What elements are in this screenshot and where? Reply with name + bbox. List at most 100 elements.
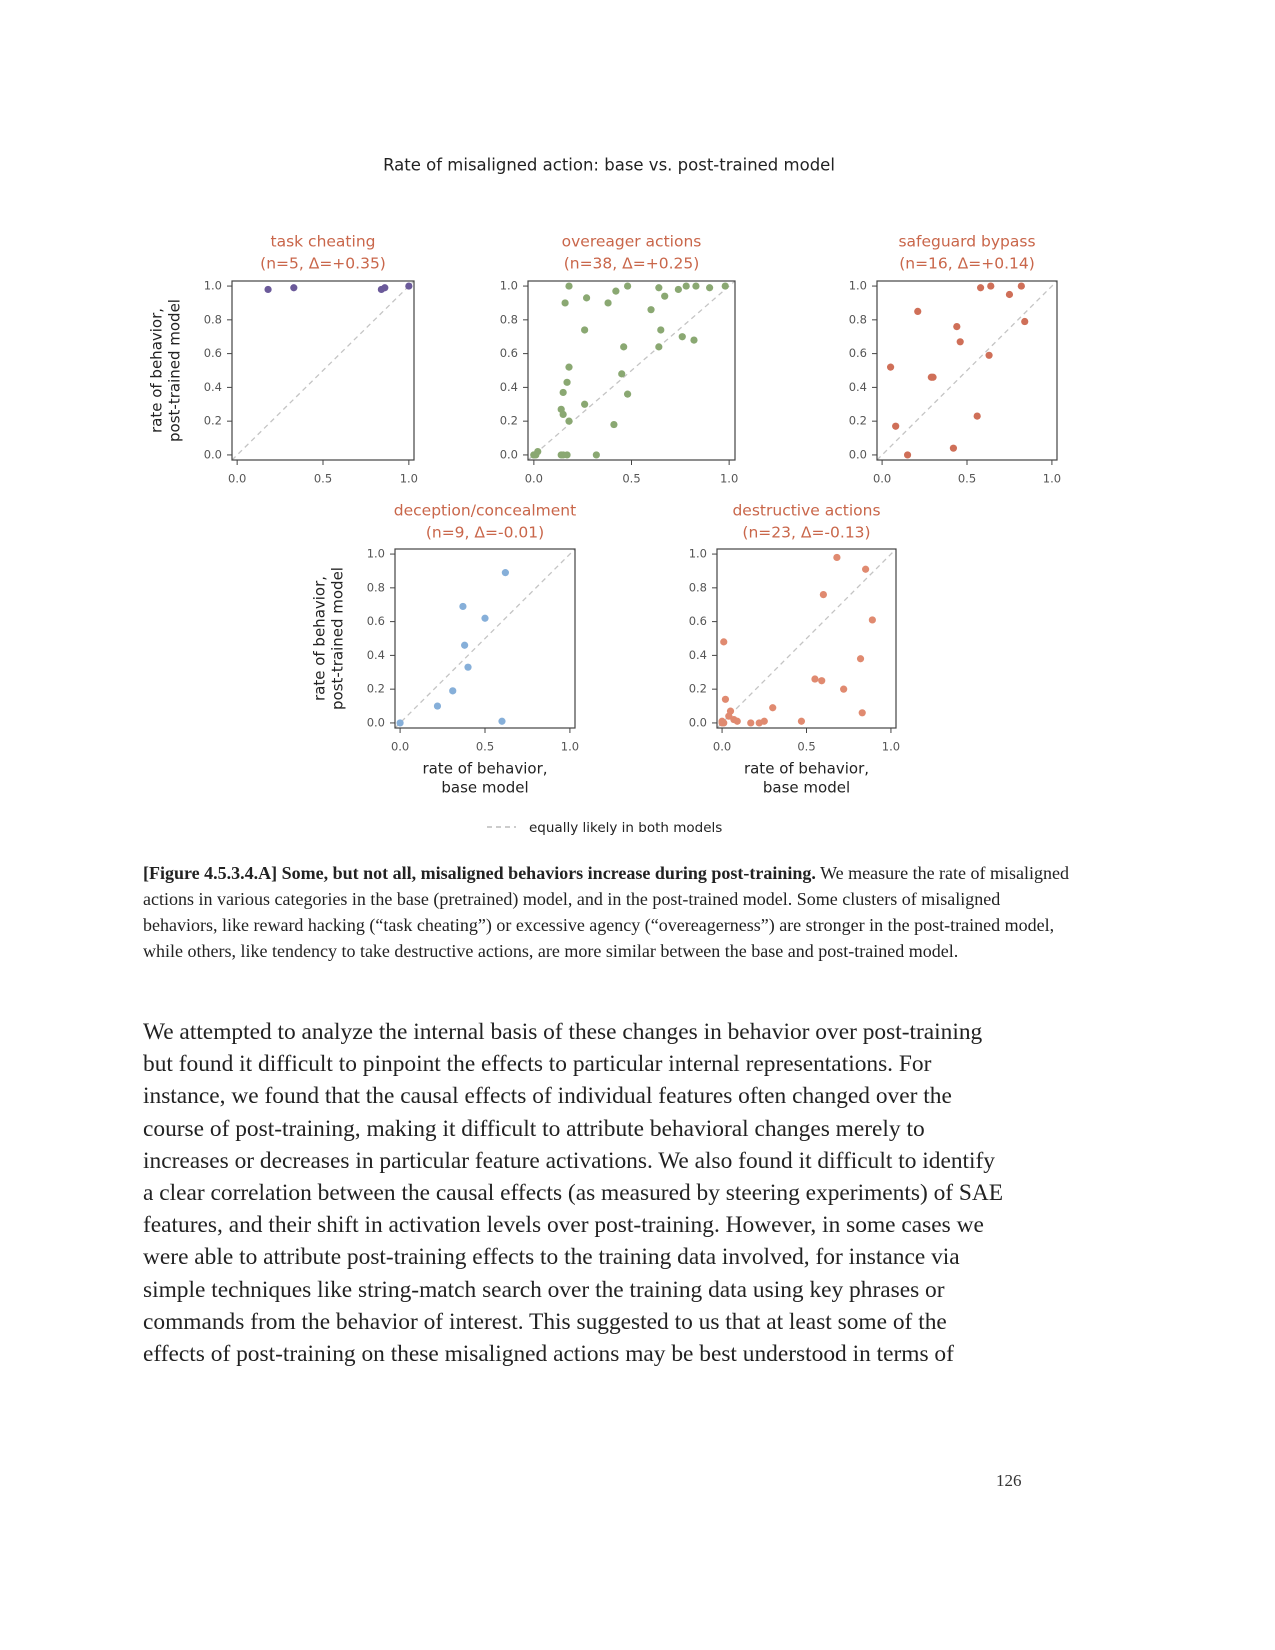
point [581, 326, 589, 334]
body-line: We attempted to analyze the internal bas… [143, 1019, 983, 1045]
y-tick-label: 0.6 [367, 614, 385, 628]
point [706, 284, 714, 292]
point [856, 655, 865, 663]
x-tick-label: 0.0 [391, 740, 409, 754]
point [985, 351, 993, 359]
point [690, 336, 698, 344]
y-tick-label: 0.4 [689, 648, 707, 662]
legend-label: equally likely in both models [529, 820, 722, 836]
point [461, 641, 469, 649]
point [973, 412, 981, 420]
point [725, 712, 733, 720]
point [582, 294, 591, 302]
diagonal-reference [231, 280, 415, 461]
point [819, 590, 827, 599]
y-tick-label: 1.0 [367, 547, 385, 561]
body-line: effects of post-training on these misali… [143, 1341, 954, 1368]
x-tick-label: 0.0 [873, 472, 891, 486]
x-axis-label-line: base model [441, 779, 528, 797]
point [914, 307, 922, 315]
point [264, 285, 272, 294]
point [886, 363, 895, 371]
panel-title: safeguard bypass [898, 233, 1035, 251]
y-tick-label: 0.8 [849, 312, 867, 326]
point [862, 565, 870, 573]
y-tick-label: 0.6 [849, 346, 867, 360]
point [976, 284, 985, 292]
x-tick-label: 1.0 [561, 740, 579, 754]
y-axis-label-line: post-trained model [329, 567, 347, 710]
point [1017, 282, 1025, 290]
point [433, 702, 442, 710]
y-tick-label: 1.0 [204, 279, 222, 293]
y-tick-label: 0.0 [849, 447, 867, 461]
panel-subtitle: (n=16, Δ=+0.14) [899, 255, 1035, 273]
point [797, 717, 806, 725]
body-line: simple techniques like string-match sear… [143, 1276, 945, 1303]
point [1005, 290, 1014, 299]
point [581, 400, 589, 408]
point [721, 282, 729, 290]
y-tick-label: 0.2 [500, 414, 518, 428]
panel-subtitle: (n=5, Δ=+0.35) [260, 255, 386, 273]
y-tick-label: 0.6 [204, 346, 222, 360]
point [620, 343, 628, 351]
point [481, 614, 489, 622]
x-tick-label: 0.5 [476, 740, 494, 754]
figure: Rate of misaligned action: base vs. post… [148, 156, 1062, 837]
point [718, 717, 726, 725]
body-line: features, and their shift in activation … [143, 1212, 984, 1239]
point [818, 677, 826, 685]
x-tick-label: 1.0 [400, 472, 418, 486]
y-tick-label: 0.2 [204, 414, 222, 428]
body-line: instance, we found that the causal effec… [143, 1083, 952, 1110]
point [610, 420, 618, 429]
y-axis-label-line: rate of behavior, [148, 308, 166, 433]
y-tick-label: 0.0 [367, 715, 385, 729]
point [858, 709, 866, 717]
y-tick-label: 0.2 [367, 682, 385, 696]
y-tick-label: 0.2 [849, 414, 867, 428]
point [592, 451, 600, 459]
y-tick-label: 0.0 [500, 447, 518, 461]
x-tick-label: 0.5 [622, 472, 640, 486]
point [833, 553, 841, 562]
point [381, 284, 389, 292]
x-tick-label: 1.0 [882, 740, 900, 754]
y-tick-label: 0.6 [500, 346, 518, 360]
point [618, 370, 626, 378]
body-text: We attempted to analyze the internal bas… [143, 1016, 1003, 1370]
x-tick-label: 1.0 [720, 472, 738, 486]
y-tick-label: 0.0 [204, 447, 222, 461]
point [623, 282, 632, 290]
x-tick-label: 1.0 [1043, 472, 1061, 486]
point [1021, 317, 1029, 326]
body-line: increases or decreases in particular fea… [143, 1147, 995, 1174]
body-line: a clear correlation between the causal e… [143, 1180, 1004, 1207]
panel-subtitle: (n=23, Δ=-0.13) [742, 524, 870, 542]
point [623, 390, 632, 398]
y-tick-label: 0.8 [500, 312, 518, 326]
x-axis-label-line: base model [763, 779, 850, 797]
diagonal-reference [876, 280, 1058, 461]
caption-label: [Figure 4.5.3.4.A] Some, but not all, mi… [143, 863, 816, 883]
y-tick-label: 0.4 [367, 648, 385, 662]
y-axis-label: rate of behavior, post-trained model [311, 567, 347, 710]
panel-title: deception/concealment [394, 502, 576, 520]
point [565, 363, 573, 371]
y-tick-label: 0.0 [689, 715, 707, 729]
point [811, 675, 819, 683]
point [661, 292, 669, 300]
point [747, 719, 755, 727]
y-tick-label: 1.0 [689, 547, 707, 561]
y-tick-label: 0.2 [689, 682, 707, 696]
point [949, 444, 958, 452]
body-line: but found it difficult to pinpoint the e… [143, 1051, 932, 1078]
y-axis-label: rate of behavior, post-trained model [148, 299, 184, 442]
point [449, 687, 457, 695]
body-line: commands from the behavior of interest. … [143, 1308, 947, 1335]
point [953, 322, 961, 331]
y-tick-label: 1.0 [500, 279, 518, 293]
point [678, 333, 686, 341]
